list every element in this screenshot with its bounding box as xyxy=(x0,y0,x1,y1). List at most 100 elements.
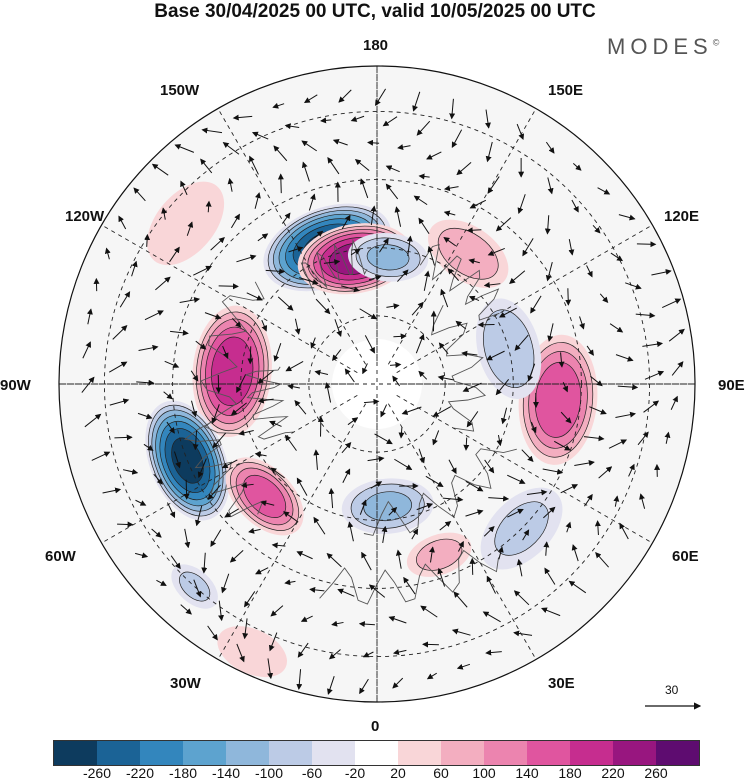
wind-arrow xyxy=(221,573,230,594)
wind-arrow xyxy=(268,632,278,652)
wind-arrow xyxy=(498,307,517,318)
wind-arrow xyxy=(362,363,368,375)
wind-arrow xyxy=(288,246,304,253)
wind-arrow xyxy=(248,527,261,534)
wind-arrow xyxy=(254,192,261,209)
meridian xyxy=(387,108,537,365)
wind-arrow xyxy=(363,398,380,405)
wind-arrow xyxy=(296,551,313,560)
wind-arrow xyxy=(439,520,452,531)
wind-arrow xyxy=(242,618,249,640)
wind-scale-label: 30 xyxy=(665,683,679,697)
wind-arrow xyxy=(303,94,318,104)
wind-arrow xyxy=(451,129,463,149)
wind-arrow xyxy=(426,672,437,680)
wind-arrow xyxy=(344,368,355,383)
wind-arrow xyxy=(495,379,510,396)
wind-arrow xyxy=(320,117,332,124)
wind-arrow xyxy=(309,586,325,593)
wind-arrow xyxy=(313,230,324,239)
wind-arrow xyxy=(599,293,609,304)
wind-arrow xyxy=(211,404,220,424)
wind-arrow xyxy=(246,292,263,301)
wind-arrow xyxy=(393,649,407,655)
wind-arrow xyxy=(558,352,565,368)
wind-arrow xyxy=(522,238,534,257)
wind-arrow xyxy=(416,120,431,136)
wind-arrow xyxy=(438,342,449,355)
colorbar-tick-label: -220 xyxy=(125,765,155,781)
wind-arrow xyxy=(296,477,308,496)
colorbar-swatch xyxy=(140,741,183,765)
lon-label-60w: 60W xyxy=(45,548,76,565)
lon-label-150e: 150E xyxy=(548,82,584,99)
wind-arrow xyxy=(385,165,400,173)
wind-arrow xyxy=(517,194,526,214)
wind-arrow xyxy=(251,131,269,140)
wind-arrow xyxy=(267,658,274,680)
wind-arrow xyxy=(364,335,375,354)
wind-arrow xyxy=(418,370,428,380)
wind-arrow xyxy=(230,402,247,416)
wind-arrow xyxy=(284,579,296,586)
wind-arrow xyxy=(423,270,431,291)
wind-arrow xyxy=(255,567,269,575)
wind-arrow xyxy=(522,529,530,541)
wind-arrow xyxy=(398,427,405,439)
wind-arrow xyxy=(249,155,259,175)
wind-arrow xyxy=(562,382,569,393)
wind-arrow xyxy=(240,482,254,489)
wind-arrow xyxy=(385,183,399,200)
wind-arrow xyxy=(483,281,501,288)
wind-arrow xyxy=(337,588,355,597)
wind-arrow xyxy=(553,440,571,451)
wind-arrow xyxy=(500,407,508,425)
wind-arrow xyxy=(379,237,389,253)
wind-arrow xyxy=(527,363,536,382)
wind-arrow xyxy=(108,361,128,373)
wind-arrow xyxy=(327,676,335,695)
wind-arrow xyxy=(542,468,564,475)
wind-arrow xyxy=(134,552,149,559)
wind-arrow xyxy=(516,558,523,577)
wind-arrow xyxy=(222,345,229,359)
wind-arrow xyxy=(380,404,388,418)
wind-arrow xyxy=(296,669,303,690)
wind-arrow xyxy=(212,432,227,449)
colorbar-swatch xyxy=(398,741,441,765)
wind-arrow xyxy=(231,317,242,328)
wind-arrow xyxy=(138,344,159,351)
wind-arrow xyxy=(544,215,551,235)
wind-arrow xyxy=(388,615,407,624)
wind-arrow xyxy=(485,649,502,656)
wind-arrow xyxy=(205,200,212,213)
wind-arrow xyxy=(427,245,436,266)
wind-arrow xyxy=(484,109,491,129)
colorbar-swatch xyxy=(484,741,527,765)
wind-arrow xyxy=(639,493,646,509)
pos-center-25w xyxy=(217,626,288,678)
wind-arrow xyxy=(180,604,192,615)
colorbar-tick-label: 100 xyxy=(472,765,496,781)
wind-arrow xyxy=(560,484,579,494)
wind-arrow xyxy=(401,406,422,415)
wind-arrow xyxy=(443,236,457,247)
wind-arrow xyxy=(301,161,310,182)
wind-arrow xyxy=(204,312,222,320)
wind-arrow xyxy=(332,349,342,362)
wind-arrow xyxy=(294,400,307,415)
wind-arrow xyxy=(671,361,684,376)
colorbar-ticks: -260 -220 -180 -140 -100 -60 -20 20 60 100 140 180 2… xyxy=(0,765,750,783)
wind-arrow xyxy=(133,187,146,202)
wind-arrow xyxy=(362,651,374,658)
wind-arrow xyxy=(143,443,154,451)
polar-map xyxy=(58,65,702,710)
wind-arrow xyxy=(151,528,162,538)
wind-arrow xyxy=(359,499,367,515)
wind-arrow xyxy=(394,206,402,227)
wind-arrow xyxy=(586,345,594,356)
wind-arrow xyxy=(463,437,470,451)
wind-arrow xyxy=(388,506,398,516)
wind-arrow xyxy=(618,214,636,221)
wind-arrow xyxy=(192,430,199,451)
